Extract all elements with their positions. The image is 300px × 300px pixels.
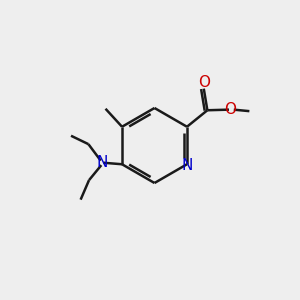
Text: N: N: [181, 158, 193, 173]
Text: O: O: [224, 102, 236, 117]
Text: O: O: [198, 75, 210, 90]
Text: N: N: [97, 155, 108, 170]
